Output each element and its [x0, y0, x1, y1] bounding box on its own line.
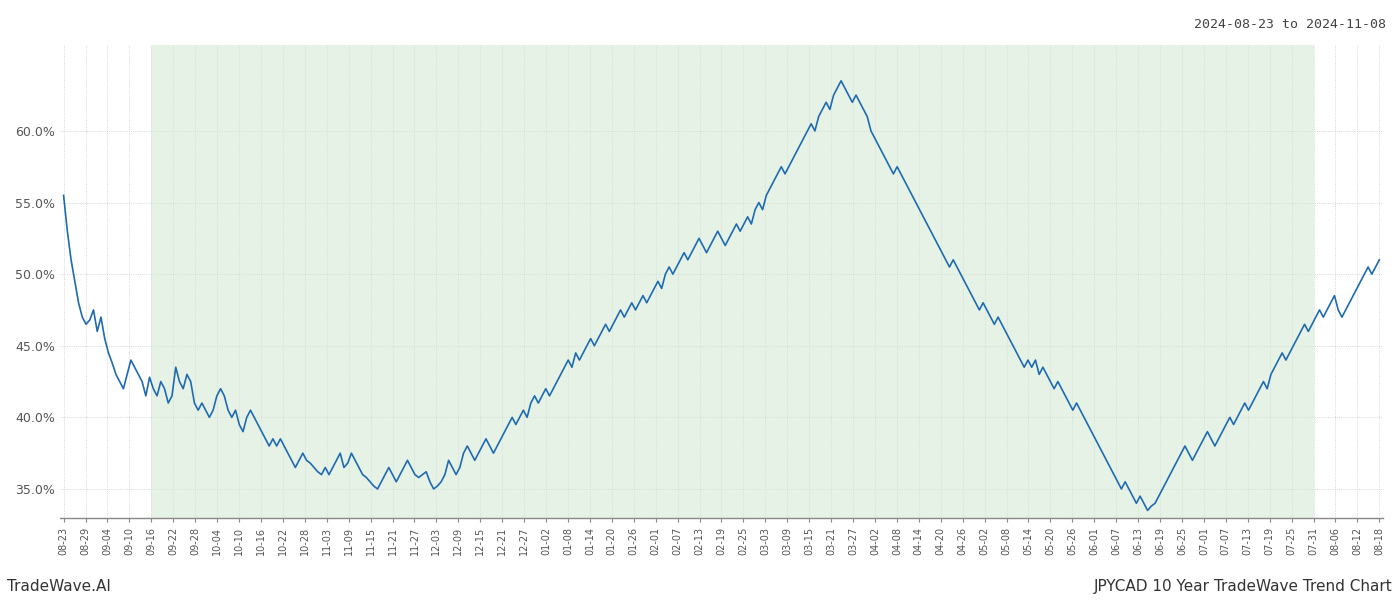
Bar — [151, 45, 1313, 518]
Text: 2024-08-23 to 2024-11-08: 2024-08-23 to 2024-11-08 — [1194, 18, 1386, 31]
Text: TradeWave.AI: TradeWave.AI — [7, 579, 111, 594]
Text: JPYCAD 10 Year TradeWave Trend Chart: JPYCAD 10 Year TradeWave Trend Chart — [1095, 579, 1393, 594]
